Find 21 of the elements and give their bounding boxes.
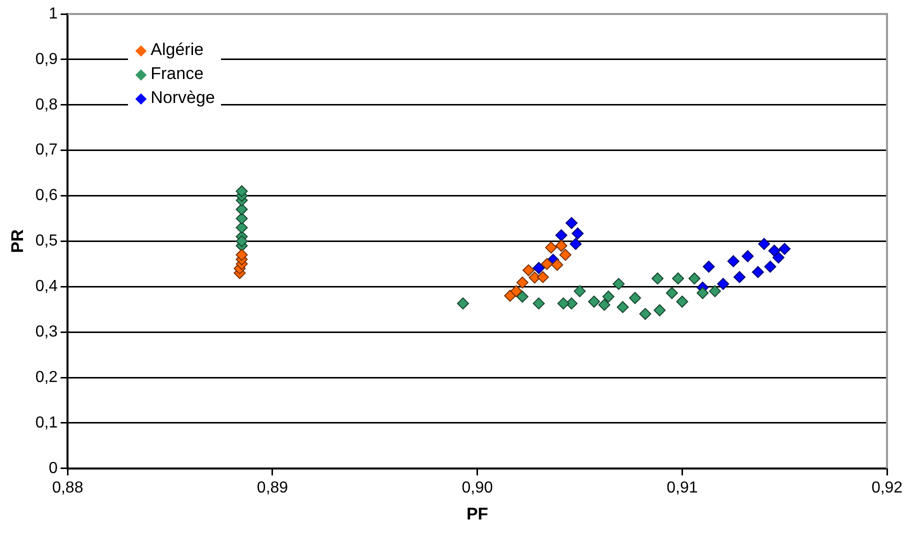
x-tick-label: 0,89 [256,479,288,496]
y-tick-label: 0,6 [35,187,58,204]
x-tick-label: 0,90 [462,479,493,496]
x-tick-label: 0,92 [871,479,903,496]
legend-label: Norvège [150,87,215,109]
y-tick-label: 0,2 [35,368,58,386]
y-tick-label: 0 [48,460,58,477]
y-axis-title: PR [8,229,27,254]
y-tick-label: 0,3 [35,323,58,340]
y-tick-label: 1 [48,5,58,22]
x-tick-label: 0,88 [52,479,84,496]
y-tick-label: 0,9 [35,50,58,68]
y-tick-label: 0,4 [35,278,58,296]
y-tick-label: 0,5 [35,232,58,250]
x-axis-title: PF [466,504,488,524]
legend-label: France [150,63,205,85]
y-tick-label: 0,8 [35,96,58,114]
x-tick-label: 0,91 [666,479,698,496]
legend-label: Algérie [150,39,205,61]
y-tick-label: 0,7 [35,142,58,159]
y-tick-label: 0,1 [35,414,58,432]
